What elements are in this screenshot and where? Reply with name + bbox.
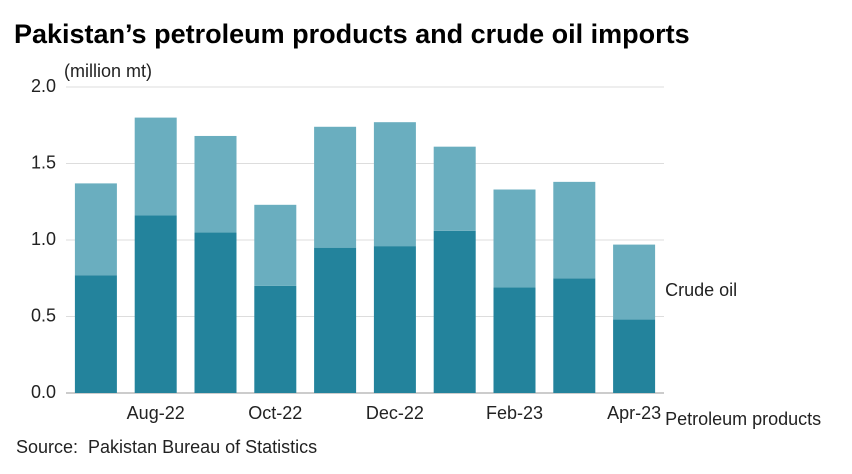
x-tick-label: Apr-23 (607, 403, 661, 423)
y-tick-label: 0.5 (31, 305, 56, 325)
x-tick-label: Aug-22 (127, 403, 185, 423)
bar-segment (373, 122, 416, 247)
bar-segment (373, 246, 416, 393)
x-tick-label: Dec-22 (366, 403, 424, 423)
bar-segment (433, 146, 476, 231)
bar-segment (493, 287, 536, 393)
bar-segment (314, 126, 357, 248)
chart-title: Pakistan’s petroleum products and crude … (14, 19, 690, 49)
bar-segment (254, 204, 297, 286)
y-axis-label: (million mt) (64, 61, 152, 81)
legend-label: Crude oil (665, 280, 737, 300)
bar-segment (134, 117, 177, 216)
y-tick-label: 1.0 (31, 229, 56, 249)
bar-segment (433, 230, 476, 393)
bar-segment (194, 135, 237, 233)
bar-segment (314, 247, 357, 393)
bar-segment (553, 181, 596, 279)
bar-segment (134, 215, 177, 393)
x-tick-label: Feb-23 (486, 403, 543, 423)
y-tick-label: 1.5 (31, 152, 56, 172)
bar-segment (254, 285, 297, 393)
bar-segment (613, 319, 656, 393)
bar-segment (74, 275, 117, 393)
bar-segment (74, 183, 117, 276)
bar-segment (493, 189, 536, 288)
bar-segment (553, 278, 596, 393)
y-tick-label: 2.0 (31, 76, 56, 96)
bar-segment (194, 232, 237, 393)
legend-label: Petroleum products (665, 409, 821, 429)
y-tick-label: 0.0 (31, 382, 56, 402)
x-tick-label: Oct-22 (248, 403, 302, 423)
source: Source: Pakistan Bureau of Statistics (16, 437, 317, 457)
bar-segment (613, 244, 656, 320)
